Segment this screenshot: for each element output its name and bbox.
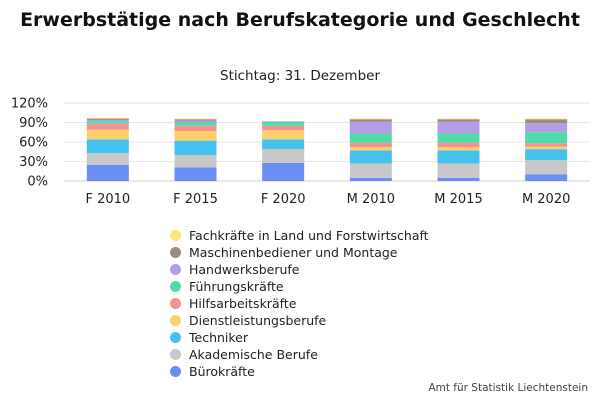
x-tick-label: F 2010 bbox=[85, 192, 130, 207]
y-tick-label: 60% bbox=[19, 136, 48, 151]
legend: Fachkräfte in Land und Forstwirtschaft Ma… bbox=[170, 227, 429, 380]
bar-segment[interactable] bbox=[437, 118, 480, 120]
bar-segment[interactable] bbox=[86, 164, 129, 181]
bar-segment[interactable] bbox=[174, 120, 217, 123]
legend-swatch bbox=[170, 349, 181, 360]
legend-swatch bbox=[170, 230, 181, 241]
bar-segment[interactable] bbox=[262, 149, 305, 163]
legend-item[interactable]: Hilfsarbeitskräfte bbox=[170, 295, 429, 312]
bar-segment[interactable] bbox=[174, 167, 217, 181]
bar-segment[interactable] bbox=[86, 121, 129, 124]
legend-item[interactable]: Dienstleistungsberufe bbox=[170, 312, 429, 329]
bar-segment[interactable] bbox=[349, 163, 392, 178]
bar-segment[interactable] bbox=[525, 149, 568, 161]
legend-label: Bürokräfte bbox=[189, 364, 255, 379]
legend-item[interactable]: Bürokräfte bbox=[170, 363, 429, 380]
bar-segment[interactable] bbox=[174, 122, 217, 126]
legend-label: Fachkräfte in Land und Forstwirtschaft bbox=[189, 228, 429, 243]
bar-segment[interactable] bbox=[86, 129, 129, 140]
bar-segment[interactable] bbox=[262, 125, 305, 131]
bar-segment[interactable] bbox=[86, 117, 129, 119]
legend-label: Akademische Berufe bbox=[189, 347, 318, 362]
bar-segment[interactable] bbox=[349, 147, 392, 151]
bar-segment[interactable] bbox=[349, 118, 392, 120]
legend-swatch bbox=[170, 315, 181, 326]
bar-segment[interactable] bbox=[437, 133, 480, 143]
bar-segment[interactable] bbox=[174, 155, 217, 168]
bar-segment[interactable] bbox=[86, 139, 129, 154]
y-tick-label: 30% bbox=[19, 155, 48, 170]
bar-segment[interactable] bbox=[349, 119, 392, 122]
grid-lines bbox=[64, 102, 590, 182]
legend-swatch bbox=[170, 298, 181, 309]
legend-item[interactable]: Maschinenbediener und Montage bbox=[170, 244, 429, 261]
bar-segment[interactable] bbox=[525, 123, 568, 133]
bar-segment[interactable] bbox=[86, 119, 129, 122]
bar-segment[interactable] bbox=[349, 121, 392, 134]
bar-segment[interactable] bbox=[86, 153, 129, 165]
legend-item[interactable]: Techniker bbox=[170, 329, 429, 346]
legend-swatch bbox=[170, 281, 181, 292]
y-tick-label: 90% bbox=[19, 116, 48, 131]
legend-label: Dienstleistungsberufe bbox=[189, 313, 327, 328]
legend-swatch bbox=[170, 332, 181, 343]
bar-stacks bbox=[86, 117, 568, 182]
bar-segment[interactable] bbox=[437, 142, 480, 148]
legend-item[interactable]: Führungskräfte bbox=[170, 278, 429, 295]
bar-segment[interactable] bbox=[349, 150, 392, 164]
bar-segment[interactable] bbox=[525, 119, 568, 124]
bar-segment[interactable] bbox=[262, 130, 305, 140]
bar-segment[interactable] bbox=[349, 177, 392, 181]
bar-segment[interactable] bbox=[262, 121, 305, 122]
x-tick-label: F 2015 bbox=[173, 192, 218, 207]
bar-segment[interactable] bbox=[349, 142, 392, 148]
bar-segment[interactable] bbox=[437, 121, 480, 134]
bar-segment[interactable] bbox=[437, 163, 480, 178]
legend-label: Techniker bbox=[189, 330, 249, 345]
y-tick-label: 0% bbox=[27, 175, 48, 190]
bar-segment[interactable] bbox=[525, 174, 568, 182]
bar-segment[interactable] bbox=[262, 121, 305, 126]
bar-segment[interactable] bbox=[174, 118, 217, 120]
bar-segment[interactable] bbox=[174, 130, 217, 141]
chart-subtitle: Stichtag: 31. Dezember bbox=[220, 68, 380, 84]
bar-segment[interactable] bbox=[525, 146, 568, 150]
bar-segment[interactable] bbox=[262, 139, 305, 150]
bar-segment[interactable] bbox=[86, 118, 129, 120]
bar-segment[interactable] bbox=[525, 143, 568, 147]
x-tick-label: M 2015 bbox=[434, 192, 482, 207]
bar-segment[interactable] bbox=[525, 132, 568, 144]
x-tick-label: F 2020 bbox=[261, 192, 306, 207]
legend-label: Handwerksberufe bbox=[189, 262, 300, 277]
y-axis-ticks: 0% 30% 60% 90% 120% bbox=[11, 97, 48, 190]
y-tick-label: 120% bbox=[11, 97, 48, 112]
stacked-bar-chart: 0% 30% 60% 90% 120% F 2010 F 2015 F 2020 M 2010… bbox=[11, 97, 590, 207]
bar-segment[interactable] bbox=[262, 162, 305, 181]
x-tick-label: M 2020 bbox=[522, 192, 570, 207]
legend-swatch bbox=[170, 247, 181, 258]
bar-segment[interactable] bbox=[437, 147, 480, 151]
legend-swatch bbox=[170, 366, 181, 377]
bar-segment[interactable] bbox=[349, 133, 392, 143]
legend-item[interactable]: Fachkräfte in Land und Forstwirtschaft bbox=[170, 227, 429, 244]
bar-segment[interactable] bbox=[437, 119, 480, 122]
bar-segment[interactable] bbox=[437, 177, 480, 181]
bar-segment[interactable] bbox=[174, 119, 217, 121]
bar-segment[interactable] bbox=[86, 123, 129, 130]
x-axis-ticks: F 2010 F 2015 F 2020 M 2010 M 2015 M 2020 bbox=[85, 192, 570, 207]
legend-swatch bbox=[170, 264, 181, 275]
x-tick-label: M 2010 bbox=[347, 192, 395, 207]
bar-segment[interactable] bbox=[525, 160, 568, 175]
legend-label: Hilfsarbeitskräfte bbox=[189, 296, 297, 311]
legend-label: Maschinenbediener und Montage bbox=[189, 245, 398, 260]
bar-segment[interactable] bbox=[437, 150, 480, 164]
legend-item[interactable]: Handwerksberufe bbox=[170, 261, 429, 278]
legend-label: Führungskräfte bbox=[189, 279, 284, 294]
bar-segment[interactable] bbox=[174, 140, 217, 155]
chart-title: Erwerbstätige nach Berufskategorie und G… bbox=[20, 9, 580, 31]
source-credit: Amt für Statistik Liechtenstein bbox=[428, 382, 588, 394]
legend-item[interactable]: Akademische Berufe bbox=[170, 346, 429, 363]
bar-segment[interactable] bbox=[174, 125, 217, 131]
bar-segment[interactable] bbox=[525, 118, 568, 120]
